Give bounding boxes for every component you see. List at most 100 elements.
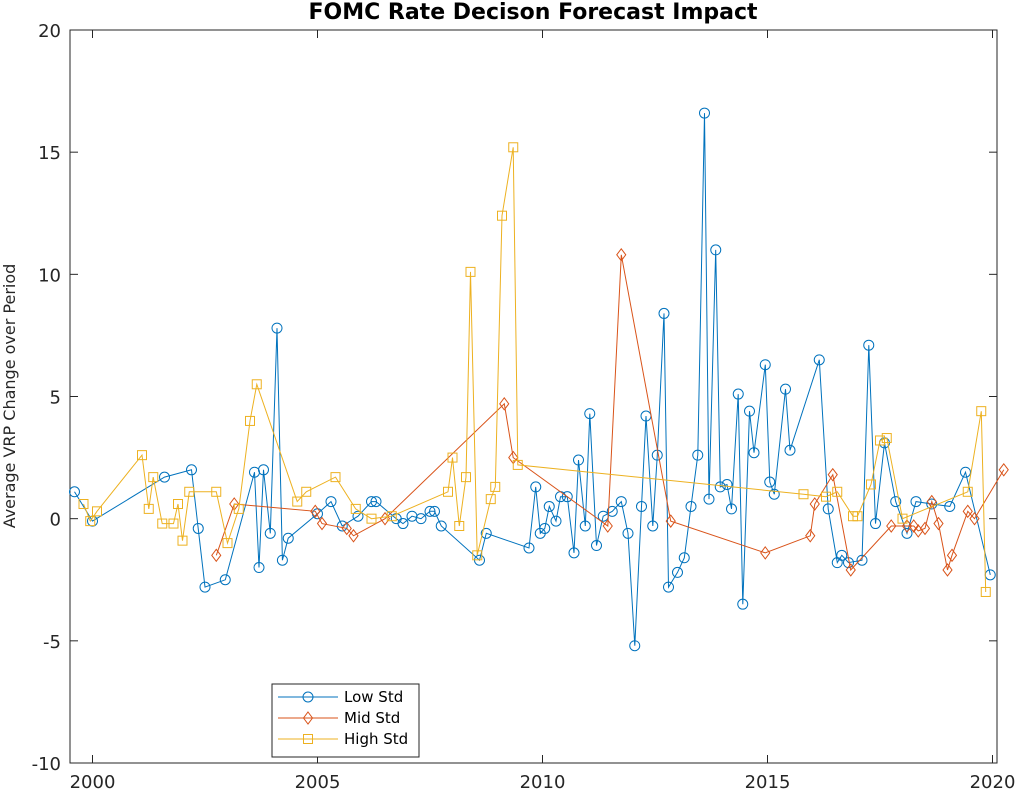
data-point-high-std — [137, 450, 147, 461]
legend-label-high-std: High Std — [344, 730, 408, 748]
data-point-low-std — [748, 447, 760, 459]
data-point-high-std — [447, 452, 458, 463]
data-point-low-std — [550, 515, 562, 527]
data-point-low-std — [370, 496, 382, 508]
data-point-high-std — [832, 486, 843, 497]
data-point-mid-std — [919, 521, 931, 536]
data-point-mid-std — [616, 247, 627, 262]
data-point-low-std — [822, 503, 834, 515]
data-point-high-std — [78, 499, 89, 510]
data-point-low-std — [692, 449, 704, 461]
data-point-low-std — [271, 322, 283, 334]
data-point-mid-std — [310, 504, 321, 519]
data-point-high-std — [251, 379, 262, 390]
data-point-low-std — [561, 491, 573, 503]
data-point-high-std — [330, 472, 341, 483]
data-point-low-std — [863, 339, 875, 351]
data-point-low-std — [69, 486, 80, 498]
data-point-low-std — [530, 481, 542, 493]
data-point-low-std — [813, 354, 825, 366]
data-point-low-std — [678, 552, 690, 564]
data-point-high-std — [177, 535, 188, 546]
legend-box — [271, 683, 420, 758]
data-point-low-std — [658, 307, 670, 319]
data-point-high-std — [184, 486, 195, 497]
data-point-low-std — [647, 520, 659, 532]
data-point-high-std — [866, 479, 876, 490]
data-point-low-std — [539, 522, 551, 534]
data-point-low-std — [568, 547, 580, 559]
data-point-low-std — [429, 505, 440, 517]
data-point-mid-std — [926, 494, 937, 509]
data-point-low-std — [199, 581, 211, 593]
data-point-low-std — [435, 520, 447, 532]
data-point-low-std — [415, 513, 427, 525]
x-tick-label: 2000 — [70, 772, 116, 793]
data-point-high-std — [245, 415, 255, 426]
data-point-low-std — [784, 444, 796, 456]
data-point-high-std — [443, 486, 453, 497]
data-point-high-std — [350, 503, 361, 514]
y-tick-label: 20 — [38, 21, 61, 42]
data-point-low-std — [629, 640, 641, 652]
data-point-low-std — [397, 518, 409, 530]
data-point-high-std — [497, 210, 507, 221]
data-point-low-std — [732, 388, 744, 400]
x-tick-label: 2005 — [295, 772, 341, 793]
data-point-low-std — [282, 532, 294, 544]
data-point-high-std — [168, 518, 179, 529]
data-point-low-std — [759, 359, 771, 371]
data-point-low-std — [366, 496, 377, 508]
data-point-low-std — [856, 554, 868, 566]
data-point-mid-std — [348, 528, 359, 543]
data-point-low-std — [253, 562, 265, 574]
data-point-high-std — [980, 586, 991, 597]
data-point-mid-std — [805, 528, 816, 543]
data-point-low-std — [325, 496, 337, 508]
legend-marker-high-std — [303, 734, 313, 744]
data-point-low-std — [768, 488, 780, 500]
data-point-high-std — [143, 503, 154, 514]
x-tick-label: 2015 — [745, 772, 791, 793]
data-point-high-std — [292, 496, 303, 507]
data-point-low-std — [186, 464, 197, 476]
data-point-low-std — [543, 500, 555, 512]
data-point-low-std — [424, 505, 436, 517]
data-point-low-std — [910, 496, 922, 508]
data-point-mid-std — [499, 396, 510, 411]
legend-label-mid-std: Mid Std — [344, 709, 400, 727]
data-point-high-std — [512, 459, 523, 470]
data-point-high-std — [852, 511, 863, 522]
chart-title: FOMC Rate Decison Forecast Impact — [308, 0, 758, 25]
data-point-low-std — [710, 244, 722, 256]
data-point-high-std — [173, 499, 183, 510]
data-point-mid-std — [962, 504, 973, 519]
legend-label-low-std: Low Std — [344, 688, 403, 706]
data-point-low-std — [721, 478, 733, 490]
data-point-low-std — [780, 383, 791, 395]
data-point-high-std — [472, 550, 483, 561]
data-point-mid-std — [908, 519, 919, 533]
data-point-low-std — [726, 503, 737, 515]
data-point-low-std — [264, 527, 276, 539]
data-point-low-std — [523, 542, 535, 554]
data-point-high-std — [461, 472, 471, 483]
data-point-high-std — [301, 486, 312, 497]
data-point-low-std — [870, 518, 881, 530]
data-point-high-std — [92, 506, 102, 517]
data-point-mid-std — [998, 462, 1009, 477]
data-point-low-std — [480, 527, 492, 539]
data-point-mid-std — [211, 548, 222, 563]
y-axis-label: Average VRP Change over Period — [0, 264, 19, 529]
data-point-low-std — [737, 598, 749, 610]
data-point-high-std — [222, 538, 233, 549]
data-point-high-std — [490, 481, 501, 492]
x-tick-label: 2020 — [970, 772, 1016, 793]
data-point-high-std — [148, 472, 159, 483]
y-tick-label: 10 — [38, 265, 61, 286]
data-point-low-std — [663, 581, 674, 593]
data-point-low-std — [685, 500, 697, 512]
data-point-low-std — [192, 522, 204, 534]
data-point-low-std — [336, 520, 348, 532]
